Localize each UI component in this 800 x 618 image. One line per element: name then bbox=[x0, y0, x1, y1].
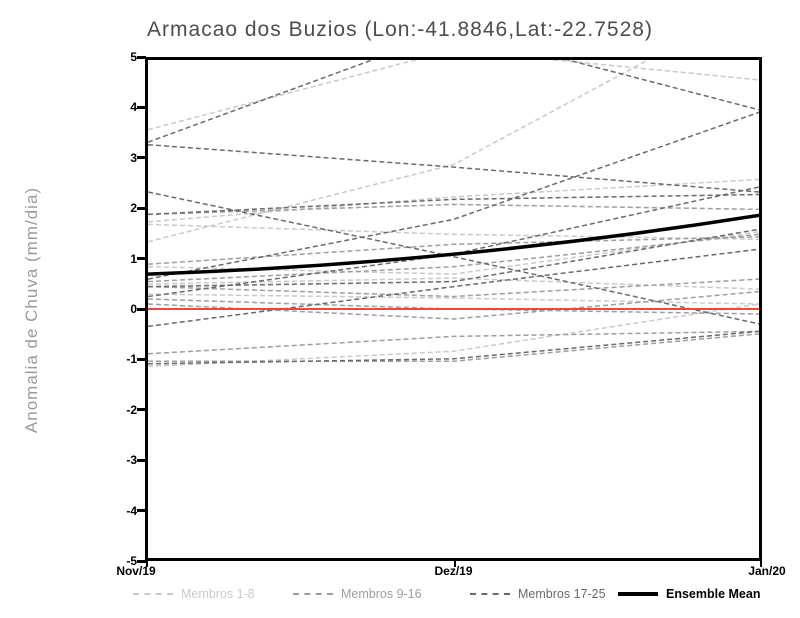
member-line-group-3 bbox=[148, 330, 759, 365]
member-line-group-2 bbox=[148, 203, 759, 216]
dashed-line-sample bbox=[293, 593, 333, 595]
y-tick-mark bbox=[137, 458, 146, 462]
member-line-group-3 bbox=[148, 228, 759, 288]
member-line-group-2 bbox=[148, 233, 759, 283]
y-tick-label: -5 bbox=[126, 554, 137, 568]
dashed-line-sample bbox=[133, 593, 173, 595]
y-tick-label: -2 bbox=[126, 402, 137, 417]
chart-title: Armacao dos Buzios (Lon:-41.8846,Lat:-22… bbox=[147, 18, 653, 41]
member-line-group-2 bbox=[148, 298, 759, 315]
y-tick-label: 0 bbox=[130, 302, 137, 316]
y-tick-mark bbox=[137, 206, 146, 210]
y-tick-label: 1 bbox=[130, 251, 137, 266]
member-line-group-1 bbox=[148, 178, 759, 223]
legend-label: Membros 9-16 bbox=[341, 587, 422, 601]
y-tick-mark bbox=[137, 559, 146, 563]
y-tick-label: 2 bbox=[130, 201, 137, 216]
member-line-group-2 bbox=[148, 278, 759, 298]
member-line-group-2 bbox=[148, 290, 759, 320]
solid-line-sample bbox=[618, 592, 658, 596]
y-tick-label: 4 bbox=[130, 100, 137, 115]
y-tick-mark bbox=[137, 307, 146, 311]
y-tick-mark bbox=[137, 509, 146, 513]
legend-item-membros-17-25: Membros 17-25 bbox=[470, 586, 606, 602]
member-line-group-1 bbox=[148, 277, 759, 290]
legend-item-membros-9-16: Membros 9-16 bbox=[293, 586, 422, 602]
x-tick-mark bbox=[760, 561, 762, 567]
member-line-group-2 bbox=[148, 330, 759, 355]
member-line-group-3 bbox=[148, 248, 759, 328]
member-line-group-3 bbox=[148, 191, 759, 325]
member-line-group-1 bbox=[148, 223, 759, 241]
y-tick-mark bbox=[137, 105, 146, 109]
y-tick-mark bbox=[137, 408, 146, 412]
y-axis-title: Anomalia de Chuva (mm/dia) bbox=[22, 186, 41, 434]
y-tick-mark bbox=[137, 257, 146, 261]
x-tick-label: Nov/19 bbox=[116, 564, 156, 578]
x-tick-label: Jan/20 bbox=[748, 564, 786, 578]
legend-label: Ensemble Mean bbox=[666, 587, 761, 601]
legend-item-ensemble-mean: Ensemble Mean bbox=[618, 586, 760, 602]
member-line-group-1 bbox=[148, 293, 759, 305]
y-tick-mark bbox=[137, 357, 146, 361]
member-line-group-3 bbox=[148, 143, 759, 193]
y-tick-mark bbox=[137, 156, 146, 160]
member-line-group-2 bbox=[148, 236, 759, 265]
ensemble-lines-plot bbox=[148, 60, 759, 368]
x-tick-mark bbox=[453, 561, 456, 567]
member-line-group-1 bbox=[148, 60, 650, 243]
legend-item-membros-1-8: Membros 1-8 bbox=[133, 586, 255, 602]
legend-label: Membros 17-25 bbox=[518, 587, 606, 601]
dashed-line-sample bbox=[470, 593, 510, 595]
member-line-group-3 bbox=[148, 186, 759, 298]
legend: Membros 1-8 Membros 9-16 Membros 17-25 E… bbox=[0, 586, 800, 612]
ensemble-mean-line bbox=[148, 213, 759, 276]
y-tick-label: -4 bbox=[126, 503, 137, 518]
member-line-group-1 bbox=[148, 60, 759, 131]
x-tick-mark bbox=[146, 561, 148, 567]
member-line-group-3 bbox=[148, 60, 759, 143]
y-tick-mark bbox=[137, 55, 146, 59]
y-tick-label: 3 bbox=[130, 150, 137, 165]
legend-label: Membros 1-8 bbox=[181, 587, 255, 601]
y-tick-label: 5 bbox=[130, 50, 137, 64]
x-tick-label: Dez/19 bbox=[434, 564, 473, 578]
plot-area bbox=[145, 57, 762, 561]
y-tick-label: -3 bbox=[126, 453, 137, 468]
member-line-group-1 bbox=[148, 303, 759, 368]
member-line-group-2 bbox=[148, 333, 759, 363]
member-line-group-3 bbox=[148, 193, 759, 216]
member-line-group-1 bbox=[148, 231, 759, 275]
y-tick-label: -1 bbox=[126, 352, 137, 367]
